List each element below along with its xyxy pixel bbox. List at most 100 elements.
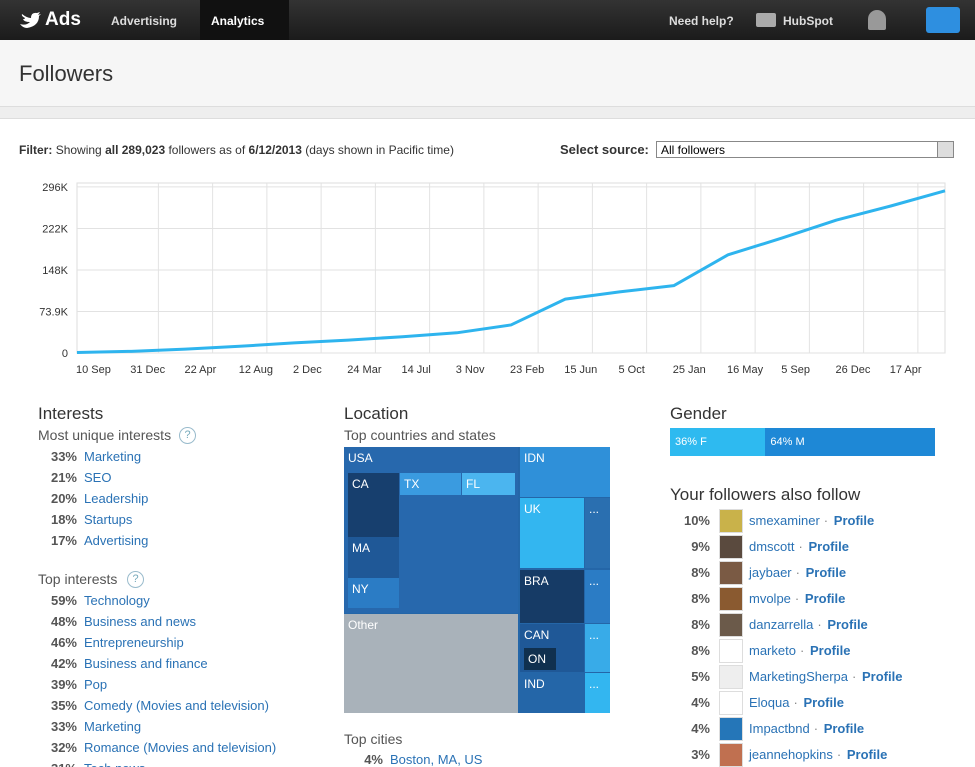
treemap-cell[interactable]: ...: [585, 570, 610, 623]
interest-pct: 48%: [50, 614, 77, 629]
compose-button[interactable]: [926, 7, 960, 33]
treemap-cell[interactable]: NY: [348, 578, 399, 608]
x-tick-label: 14 Jul: [402, 364, 431, 376]
account-name[interactable]: Eloqua: [749, 695, 790, 710]
account-menu[interactable]: HubSpot: [783, 14, 833, 28]
nav-analytics[interactable]: Analytics: [211, 14, 265, 28]
avatar[interactable]: [719, 587, 743, 611]
interest-link[interactable]: Romance (Movies and television): [84, 740, 277, 755]
help-icon[interactable]: ?: [179, 427, 196, 444]
help-icon[interactable]: ?: [127, 571, 144, 588]
avatar[interactable]: [719, 743, 743, 767]
interest-link[interactable]: Startups: [84, 512, 133, 527]
follow-pct: 4%: [691, 721, 710, 736]
avatar[interactable]: [719, 665, 743, 689]
account-name[interactable]: smexaminer: [749, 513, 820, 528]
source-select[interactable]: All followers: [656, 141, 954, 158]
avatar[interactable]: [719, 691, 743, 715]
profile-link[interactable]: Profile: [804, 591, 846, 606]
interest-pct: 17%: [50, 533, 77, 548]
profile-link[interactable]: Profile: [808, 539, 849, 554]
treemap-cell[interactable]: CA: [348, 473, 399, 537]
treemap-cell[interactable]: MA: [348, 537, 399, 578]
x-tick-label: 5 Oct: [619, 364, 645, 376]
interest-link[interactable]: Advertising: [84, 533, 149, 548]
account-name[interactable]: danzarrella: [749, 617, 814, 632]
avatar[interactable]: [719, 639, 743, 663]
treemap-cell[interactable]: ...: [585, 498, 610, 568]
profile-link[interactable]: Profile: [809, 643, 851, 658]
separator: ·: [823, 513, 829, 528]
treemap-cell[interactable]: Other: [344, 614, 518, 713]
interest-pct: 35%: [50, 698, 77, 713]
user-icon[interactable]: [868, 10, 886, 30]
interest-link[interactable]: Comedy (Movies and television): [84, 698, 269, 713]
separator: ·: [817, 617, 822, 632]
plot-frame: [76, 182, 946, 354]
treemap-cell[interactable]: ON: [524, 648, 556, 670]
follow-pct: 5%: [691, 669, 710, 684]
profile-link[interactable]: Profile: [805, 565, 847, 580]
profile-link[interactable]: Profile: [846, 747, 888, 762]
separator: ·: [799, 643, 805, 658]
x-tick-label: 23 Feb: [510, 364, 544, 376]
avatar[interactable]: [719, 509, 743, 533]
y-tick-label: 73.9K: [39, 306, 68, 318]
also-follow-title: Your followers also follow: [670, 485, 861, 504]
follow-pct: 8%: [691, 617, 710, 632]
page-title: Followers: [19, 61, 114, 86]
follow-pct: 4%: [691, 695, 710, 710]
avatar[interactable]: [719, 535, 743, 559]
account-name[interactable]: mvolpe: [749, 591, 791, 606]
treemap-cell[interactable]: IND: [520, 673, 584, 713]
account-name[interactable]: jaybaer: [749, 565, 792, 580]
treemap-cell[interactable]: TX: [400, 473, 461, 495]
account-name[interactable]: jeannehopkins: [749, 747, 833, 762]
brand[interactable]: Ads: [45, 9, 81, 30]
treemap-cell[interactable]: IDN: [520, 447, 610, 497]
interest-link[interactable]: Pop: [84, 677, 108, 692]
treemap-cell[interactable]: ...: [585, 624, 610, 672]
avatar[interactable]: [719, 717, 743, 741]
interest-link[interactable]: Leadership: [84, 491, 149, 506]
location-title: Location: [344, 404, 409, 423]
interest-link[interactable]: Business and news: [84, 614, 197, 629]
x-tick-label: 31 Dec: [130, 364, 165, 376]
account-name[interactable]: Impactbnd: [749, 721, 810, 736]
interest-link[interactable]: Technology: [84, 593, 150, 608]
nav-advertising[interactable]: Advertising: [111, 14, 178, 28]
treemap-cell[interactable]: UK: [520, 498, 584, 568]
cities-title: Top cities: [344, 731, 403, 747]
account-name[interactable]: marketo: [749, 643, 796, 658]
profile-link[interactable]: Profile: [827, 617, 868, 632]
interest-link[interactable]: Marketing: [84, 719, 142, 734]
profile-link[interactable]: Profile: [833, 513, 875, 528]
interest-link[interactable]: Tech news: [84, 761, 145, 767]
separator: ·: [795, 565, 800, 580]
city-pct: 4%: [364, 752, 383, 767]
interest-pct: 18%: [50, 512, 77, 527]
y-tick-label: 0: [62, 348, 68, 360]
treemap-cell[interactable]: BRA: [520, 570, 584, 623]
treemap-cell[interactable]: FL: [462, 473, 515, 495]
help-link[interactable]: Need help?: [669, 14, 734, 28]
profile-link[interactable]: Profile: [862, 669, 903, 684]
profile-link[interactable]: Profile: [803, 695, 844, 710]
interest-link[interactable]: SEO: [84, 470, 112, 485]
x-tick-label: 15 Jun: [564, 364, 597, 376]
select-arrow[interactable]: [937, 142, 953, 157]
account-name[interactable]: dmscott: [749, 539, 795, 554]
avatar[interactable]: [719, 613, 743, 637]
city-link[interactable]: Boston, MA, US: [390, 752, 483, 767]
interest-link[interactable]: Entrepreneurship: [84, 635, 184, 650]
profile-link[interactable]: Profile: [823, 721, 865, 736]
follow-pct: 10%: [683, 513, 710, 528]
filter-text: Showing: [55, 143, 102, 157]
interest-link[interactable]: Marketing: [84, 449, 142, 464]
account-name[interactable]: MarketingSherpa: [749, 669, 848, 684]
x-tick-label: 12 Aug: [239, 364, 273, 376]
avatar[interactable]: [719, 561, 743, 585]
treemap-cell[interactable]: ...: [585, 673, 610, 713]
interest-link[interactable]: Business and finance: [84, 656, 208, 671]
